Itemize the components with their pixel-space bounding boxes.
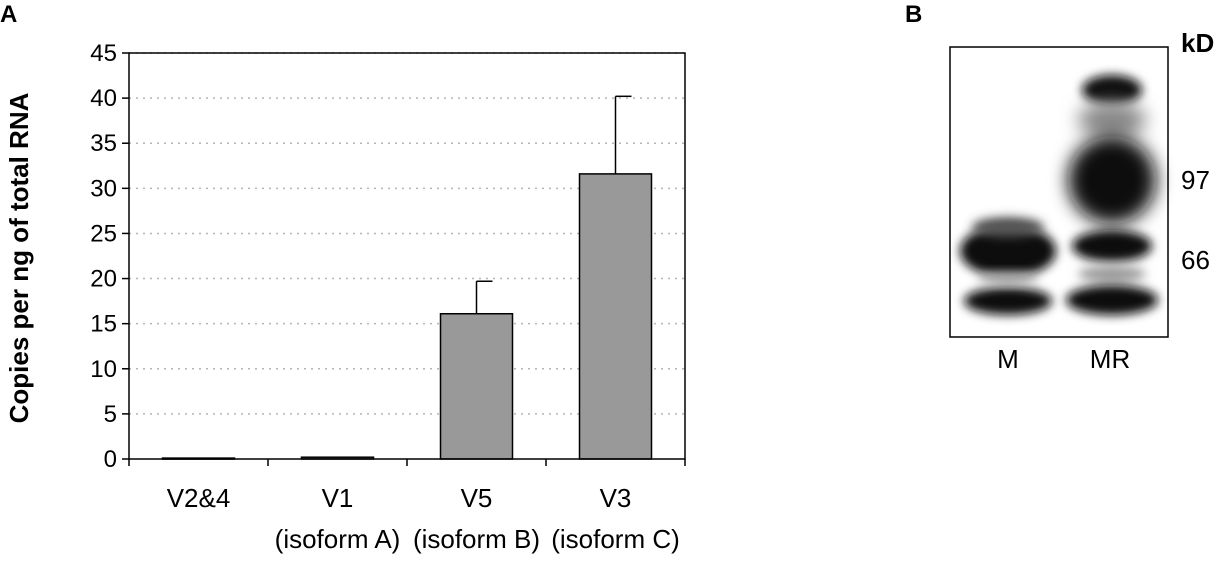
y-tick-label: 0 [104, 446, 117, 473]
x-axis-labels: V2&4 V1 (isoform A) V5 (isoform B) V3 (isoform… [128, 459, 686, 554]
bar [439, 312, 514, 460]
bars [161, 95, 653, 460]
y-tick-label: 35 [90, 130, 117, 157]
category-label: V5 [461, 483, 493, 513]
panel-b-label: B [905, 1, 922, 28]
category-label: V2&4 [167, 483, 231, 513]
marker-97: 97 [1181, 165, 1210, 195]
bar [578, 173, 653, 460]
panel-a-label: A [0, 1, 17, 28]
y-axis-ticks: 0 5 10 15 20 25 30 35 40 45 [90, 40, 129, 473]
y-tick-label: 30 [90, 175, 117, 202]
y-tick-label: 40 [90, 85, 117, 112]
y-tick-label: 10 [90, 356, 117, 383]
lane-mr-bands [1066, 75, 1158, 315]
category-sublabel: (isoform B) [413, 524, 540, 554]
y-tick-label: 25 [90, 220, 117, 247]
category-label: V3 [600, 483, 632, 513]
y-tick-label: 15 [90, 311, 117, 338]
category-sublabel: (isoform A) [275, 524, 401, 554]
plot-area-frame [128, 52, 686, 460]
lane-label-mr: MR [1090, 344, 1130, 374]
lane-m-bands [960, 217, 1056, 315]
category-sublabel: (isoform C) [551, 524, 680, 554]
lane-label-m: M [997, 344, 1019, 374]
y-tick-label: 5 [104, 401, 117, 428]
y-tick-label: 20 [90, 266, 117, 293]
gel-blot [949, 46, 1169, 338]
kd-unit-label: kD [1181, 28, 1214, 58]
category-label: V1 [322, 483, 354, 513]
marker-66: 66 [1181, 245, 1210, 275]
y-tick-label: 45 [90, 40, 117, 67]
y-axis-label: Copies per ng of total RNA [4, 92, 34, 423]
